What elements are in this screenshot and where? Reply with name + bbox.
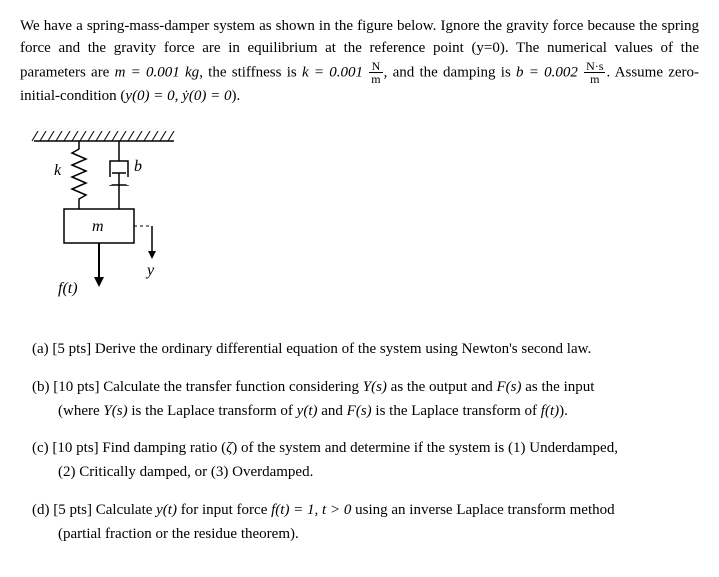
q-points: [10 pts] (53, 379, 99, 395)
intro-text: ). (231, 88, 240, 104)
q-text: as the output and (387, 379, 497, 395)
q-text: (where (58, 403, 103, 419)
q-text: ). (559, 403, 568, 419)
q-points: [5 pts] (53, 502, 92, 518)
k-label: k (54, 162, 62, 179)
q-points: [5 pts] (52, 341, 91, 357)
k-eq: k = 0.001 (302, 64, 363, 80)
q-text: Derive the ordinary differential equatio… (95, 341, 591, 357)
ys: Y(s) (363, 379, 387, 395)
spring-mass-damper-svg: k b m y f(t) (24, 131, 184, 301)
k-unit: Nm (369, 60, 382, 86)
initial-cond: y(0) = 0, ẏ(0) = 0 (125, 88, 231, 104)
question-d: (d) [5 pts] Calculate y(t) for input for… (32, 500, 699, 522)
question-c: (c) [10 pts] Find damping ratio (ζ) of t… (32, 438, 699, 460)
system-figure: k b m y f(t) (24, 131, 699, 309)
q-text: is the Laplace transform of (128, 403, 297, 419)
q-text: (2) Critically damped, or (3) Overdamped… (58, 464, 313, 480)
question-a: (a) [5 pts] Derive the ordinary differen… (32, 339, 699, 361)
q-text: ) of the system and determine if the sys… (232, 440, 618, 456)
q-text: (partial fraction or the residue theorem… (58, 526, 299, 542)
question-d-cont: (partial fraction or the residue theorem… (32, 524, 699, 546)
intro-text: , and the damping (384, 64, 496, 80)
q-points: [10 pts] (52, 440, 98, 456)
q-text: Calculate (96, 502, 156, 518)
q-tag: (d) (32, 502, 50, 518)
f-label: f(t) (58, 280, 78, 297)
intro-text: We have a spring-mass-damper system as s… (20, 18, 583, 34)
m-label: m (92, 218, 104, 235)
q-text: is the Laplace transform of (372, 403, 541, 419)
question-b: (b) [10 pts] Calculate the transfer func… (32, 377, 699, 399)
y-label: y (145, 262, 155, 279)
questions-list: (a) [5 pts] Derive the ordinary differen… (20, 339, 699, 545)
b-unit: N·sm (584, 60, 605, 86)
q-text: and (318, 403, 347, 419)
q-text: Calculate the transfer function consider… (103, 379, 363, 395)
yt: y(t) (297, 403, 318, 419)
q-tag: (b) (32, 379, 50, 395)
problem-intro: We have a spring-mass-damper system as s… (20, 16, 699, 107)
intro-text: is (501, 64, 516, 80)
b-label: b (134, 158, 142, 175)
q-text: Find damping ratio ( (102, 440, 226, 456)
q-text: for input force (177, 502, 271, 518)
ft: f(t) (541, 403, 559, 419)
ys: Y(s) (103, 403, 127, 419)
m-eq: m = 0.001 kg (115, 64, 200, 80)
fs: F(s) (497, 379, 522, 395)
q-tag: (a) (32, 341, 49, 357)
fs: F(s) (347, 403, 372, 419)
q-tag: (c) (32, 440, 49, 456)
question-b-cont: (where Y(s) is the Laplace transform of … (32, 401, 699, 423)
q-text: as the input (522, 379, 595, 395)
q-text: using an inverse Laplace transform metho… (351, 502, 614, 518)
question-c-cont: (2) Critically damped, or (3) Overdamped… (32, 462, 699, 484)
yt: y(t) (156, 502, 177, 518)
intro-text: , the stiffness is (199, 64, 302, 80)
b-eq: b = 0.002 (516, 64, 578, 80)
ft-eq: f(t) = 1, t > 0 (271, 502, 351, 518)
